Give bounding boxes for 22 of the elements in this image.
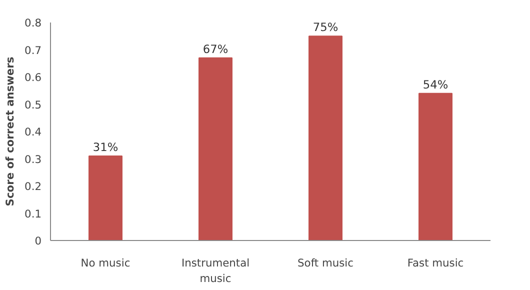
x-tick-label: No music (80, 256, 130, 270)
data-label: 67% (202, 42, 228, 56)
x-tick-label: Fast music (407, 256, 464, 270)
data-label: 31% (92, 140, 118, 154)
y-tick-label: 0.4 (24, 126, 42, 138)
y-tick-label: 0.5 (24, 98, 42, 112)
y-tick-label: 0.1 (24, 207, 42, 220)
bar (308, 36, 342, 240)
y-tick-label: 0.3 (24, 152, 42, 166)
y-tick-label: 0.6 (24, 71, 42, 84)
data-label: 75% (312, 20, 338, 34)
y-tick-label: 0.7 (24, 44, 42, 57)
y-tick-label: 0.8 (24, 16, 42, 30)
x-tick-label: Instrumental music (181, 256, 250, 286)
bar (418, 92, 452, 240)
y-axis-title: Score of correct answers (4, 56, 17, 206)
data-label: 54% (422, 77, 448, 92)
bar (198, 57, 232, 240)
y-tick-label: 0 (34, 234, 42, 248)
bar (88, 156, 122, 240)
y-tick-label: 0.2 (24, 180, 42, 193)
x-tick-label: Soft music (298, 256, 354, 270)
